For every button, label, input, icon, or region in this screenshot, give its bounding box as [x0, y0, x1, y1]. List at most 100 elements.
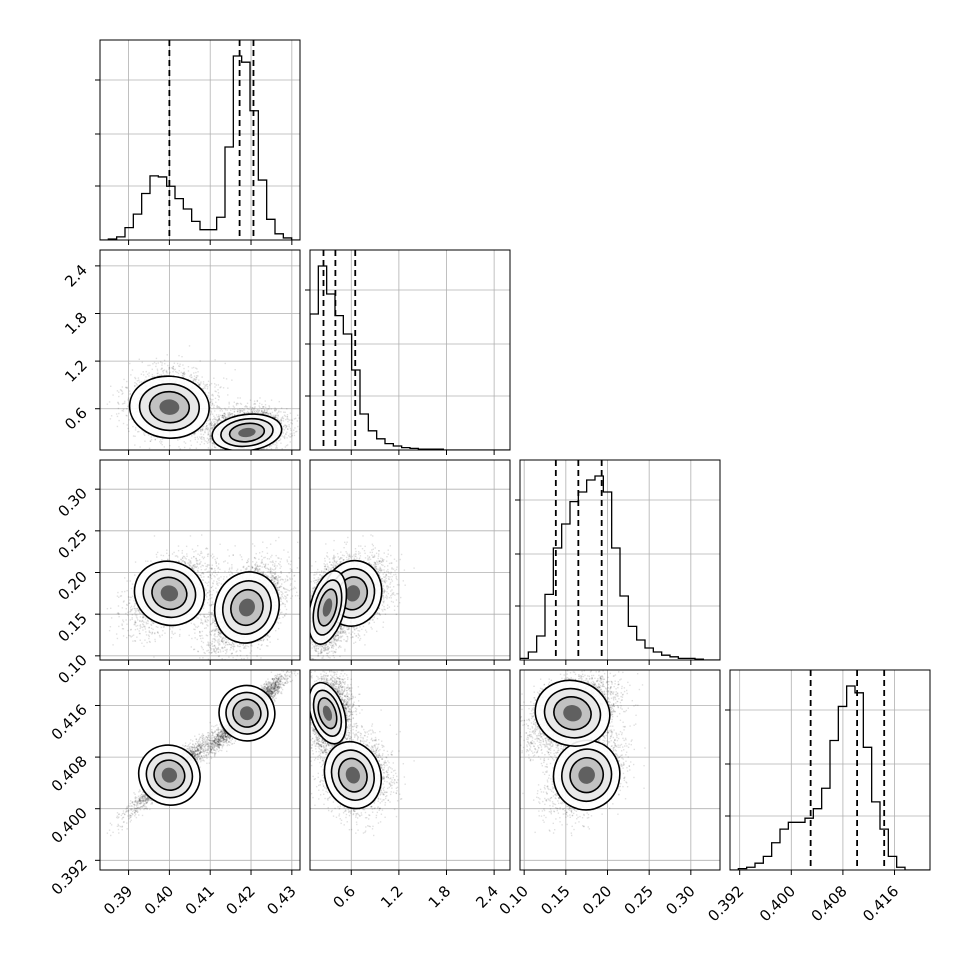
- sample-point: [234, 409, 235, 410]
- sample-point: [275, 415, 276, 416]
- sample-point: [261, 408, 262, 409]
- sample-point: [217, 407, 218, 408]
- sample-point: [222, 410, 223, 411]
- sample-point: [144, 435, 145, 436]
- sample-point: [285, 412, 286, 413]
- sample-point: [266, 409, 267, 410]
- sample-point: [264, 409, 265, 410]
- sample-point: [179, 370, 180, 371]
- sample-point: [134, 382, 135, 383]
- sample-point: [286, 445, 287, 446]
- sample-point: [152, 369, 153, 370]
- sample-point: [207, 438, 208, 439]
- sample-point: [272, 412, 273, 413]
- sample-point: [161, 364, 162, 365]
- sample-point: [195, 372, 196, 373]
- sample-point: [210, 402, 211, 403]
- sample-point: [288, 424, 289, 425]
- sample-point: [234, 369, 235, 370]
- sample-point: [148, 434, 149, 435]
- sample-point: [127, 399, 128, 400]
- sample-point: [179, 366, 180, 367]
- sample-point: [191, 367, 192, 368]
- sample-point: [143, 433, 144, 434]
- sample-point: [295, 431, 296, 432]
- sample-point: [180, 448, 181, 449]
- sample-point: [207, 388, 208, 389]
- sample-point: [266, 410, 267, 411]
- sample-point: [126, 381, 127, 382]
- sample-point: [197, 371, 198, 372]
- sample-point: [128, 419, 129, 420]
- sample-point: [173, 366, 174, 367]
- sample-point: [271, 445, 272, 446]
- sample-point: [210, 439, 211, 440]
- sample-point: [247, 411, 248, 412]
- sample-point: [118, 396, 119, 397]
- sample-point: [271, 415, 272, 416]
- sample-point: [208, 441, 209, 442]
- sample-point: [284, 435, 285, 436]
- sample-point: [290, 428, 291, 429]
- sample-point: [244, 406, 245, 407]
- sample-point: [127, 424, 128, 425]
- sample-point: [269, 413, 270, 414]
- sample-point: [212, 419, 213, 420]
- sample-point: [137, 380, 138, 381]
- sample-point: [178, 373, 179, 374]
- sample-point: [250, 406, 251, 407]
- scatter-panel-1-0: 0.61.21.82.4: [61, 250, 300, 455]
- sample-point: [241, 404, 242, 405]
- sample-point: [263, 412, 264, 413]
- sample-point: [209, 398, 210, 399]
- sample-point: [132, 426, 133, 427]
- sample-point: [269, 406, 270, 407]
- sample-point: [172, 371, 173, 372]
- sample-point: [161, 362, 162, 363]
- sample-point: [230, 410, 231, 411]
- sample-point: [227, 415, 228, 416]
- sample-point: [198, 379, 199, 380]
- sample-point: [268, 413, 269, 414]
- sample-point: [176, 372, 177, 373]
- sample-point: [211, 425, 212, 426]
- sample-point: [237, 414, 238, 415]
- sample-point: [287, 416, 288, 417]
- sample-point: [117, 390, 118, 391]
- sample-point: [234, 407, 235, 408]
- sample-point: [159, 374, 160, 375]
- sample-point: [191, 377, 192, 378]
- sample-point: [123, 379, 124, 380]
- sample-point: [206, 441, 207, 442]
- sample-point: [109, 401, 110, 402]
- sample-point: [208, 431, 209, 432]
- sample-point: [190, 440, 191, 441]
- sample-point: [286, 437, 287, 438]
- sample-point: [193, 367, 194, 368]
- sample-point: [236, 404, 237, 405]
- sample-point: [152, 363, 153, 364]
- sample-point: [146, 371, 147, 372]
- sample-point: [200, 444, 201, 445]
- sample-point: [283, 412, 284, 413]
- sample-point: [223, 387, 224, 388]
- sample-point: [204, 440, 205, 441]
- sample-point: [178, 446, 179, 447]
- sample-point: [160, 443, 161, 444]
- sample-point: [209, 430, 210, 431]
- sample-point: [263, 448, 264, 449]
- sample-point: [207, 395, 208, 396]
- sample-point: [276, 415, 277, 416]
- sample-point: [157, 370, 158, 371]
- sample-point: [265, 407, 266, 408]
- sample-point: [161, 374, 162, 375]
- sample-point: [118, 413, 119, 414]
- sample-point: [290, 430, 291, 431]
- sample-point: [286, 426, 287, 427]
- sample-point: [277, 417, 278, 418]
- sample-point: [210, 399, 211, 400]
- sample-point: [194, 375, 195, 376]
- sample-point: [200, 433, 201, 434]
